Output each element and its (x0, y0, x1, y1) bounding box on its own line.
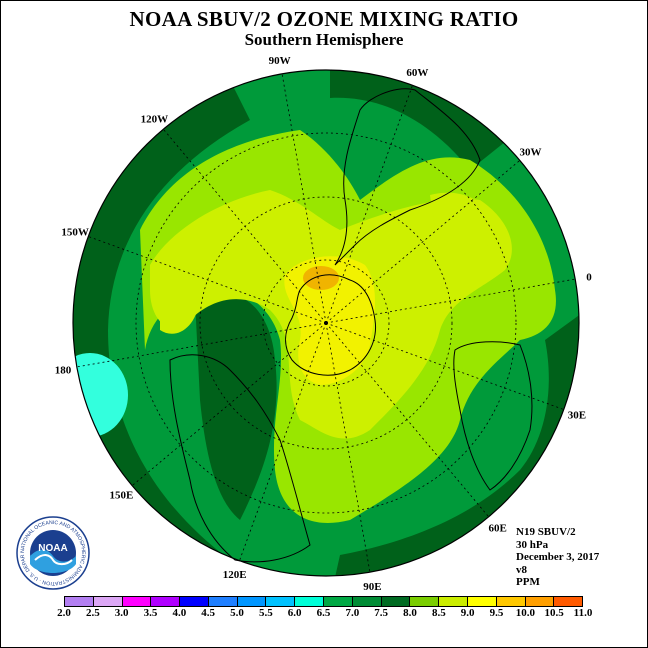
colorbar-swatch (151, 597, 181, 606)
meridian-line (163, 128, 327, 324)
meridian-line (325, 322, 489, 518)
colorbar-tick-label: 10.5 (544, 607, 564, 619)
coast-antarctica (285, 274, 377, 376)
longitude-label: 60E (488, 523, 506, 535)
colorbar-swatch (295, 597, 325, 606)
longitude-label: 90E (363, 581, 381, 593)
latitude-circle-30s (135, 132, 517, 514)
map-title: NOAA SBUV/2 OZONE MIXING RATIO (129, 7, 519, 31)
longitude-label: 0 (586, 272, 592, 284)
colorbar-swatch (525, 597, 555, 606)
colorbar-tick-label: 8.5 (431, 607, 446, 619)
colorbar-tick-label: 11.0 (573, 607, 593, 619)
info-block: N19 SBUV/2 30 hPa December 3, 2017 v8 PP… (516, 526, 599, 589)
longitude-label: 180 (55, 364, 72, 376)
colorbar-tick-label: 2.0 (57, 607, 71, 619)
colorbar-tick-label: 9.0 (460, 607, 475, 619)
south-pole-marker (324, 321, 328, 325)
colorbar-tick-label: 3.5 (143, 607, 158, 619)
longitude-label: 30W (520, 146, 542, 158)
meridians (76, 73, 576, 573)
longitude-labels: 90W 60W 30W 0 30E 60E 90E 120E 150E 180 150W 120W (55, 55, 592, 593)
longitude-label: 90W (269, 55, 291, 67)
latitude-circle-50s (199, 196, 453, 450)
colorbar-tick-label: 7.5 (374, 607, 389, 619)
field-yellowgreen-west (160, 276, 200, 334)
colorbar-swatch (467, 597, 497, 606)
info-version: v8 (516, 563, 527, 576)
colorbar-tick-label: 3.0 (114, 607, 129, 619)
colorbar-tick-label: 7.0 (345, 607, 360, 619)
colorbar-swatch (496, 597, 526, 606)
meridian-line (325, 278, 576, 324)
map-subtitle: Southern Hemisphere (244, 30, 404, 49)
graticule (135, 132, 517, 514)
field-yellowgreen-east (430, 192, 496, 249)
colorbar-ticks: 2.0 2.5 3.0 3.5 4.0 4.5 5.0 5.5 6.0 6.5 7.0 7.5 8.0 8… (57, 607, 592, 621)
field-cyan-min (73, 353, 128, 437)
info-date: December 3, 2017 (516, 551, 600, 564)
info-satellite: N19 SBUV/2 (516, 526, 576, 538)
longitude-label: 150W (61, 227, 89, 239)
field-darkgreen-north (330, 70, 520, 170)
coast-australia (169, 354, 311, 563)
meridian-line (281, 73, 327, 324)
colorbar-tick-label: 5.0 (230, 607, 244, 619)
colorbar-swatch (208, 597, 238, 606)
field-darkgreen-inner (195, 292, 277, 520)
colorbar-swatch (237, 597, 267, 606)
colorbar-swatch (93, 597, 123, 606)
longitude-label: 60W (406, 67, 428, 79)
longitude-label: 30E (568, 409, 586, 421)
meridian-line (325, 85, 413, 324)
meridian-line (325, 160, 521, 324)
colorbar-swatch (410, 597, 440, 606)
ozone-field (73, 70, 579, 576)
colorbar-swatch (352, 597, 382, 606)
colorbar-swatch (439, 597, 468, 606)
colorbar-tick-label: 6.5 (316, 607, 331, 619)
noaa-logo: NATIONAL OCEANIC AND ATMOSPHERIC ADMINIS… (16, 516, 90, 590)
colorbar-swatch (65, 597, 94, 606)
colorbar-tick-label: 6.0 (287, 607, 302, 619)
meridian-line (131, 322, 327, 486)
meridian-line (325, 322, 564, 410)
colorbar-swatch (324, 597, 353, 606)
colorbar-swatch (554, 597, 583, 606)
field-yellow-center (284, 256, 375, 385)
colorbar-swatch (381, 597, 411, 606)
colorbar-swatch (180, 597, 209, 606)
meridian-line (76, 322, 327, 368)
colorbar-tick-label: 4.0 (172, 607, 187, 619)
coast-south-america (334, 88, 481, 266)
colorbar-tick-label: 9.5 (489, 607, 504, 619)
coast-africa (453, 341, 533, 491)
colorbar-tick-label: 5.5 (258, 607, 273, 619)
meridian-line (239, 322, 327, 561)
colorbar (64, 596, 583, 607)
field-orange-max (303, 266, 339, 290)
colorbar-tick-label: 8.0 (403, 607, 417, 619)
meridian-line (88, 236, 327, 324)
colorbar-tick-label: 2.5 (85, 607, 100, 619)
colorbar-tick-label: 4.5 (201, 607, 216, 619)
latitude-circle-70s (262, 259, 390, 387)
longitude-label: 120W (141, 113, 169, 125)
info-units: PPM (516, 576, 540, 589)
meridian-line (325, 322, 371, 573)
colorbar-swatch (122, 597, 152, 606)
longitude-label: 120E (223, 569, 247, 581)
logo-text: NOAA (38, 543, 67, 554)
colorbar-swatch (266, 597, 296, 606)
colorbar-tick-label: 10.0 (515, 607, 535, 619)
map-boundary (72, 69, 580, 577)
coastlines (169, 88, 533, 563)
info-level: 30 hPa (516, 538, 549, 551)
longitude-label: 150E (110, 490, 134, 502)
